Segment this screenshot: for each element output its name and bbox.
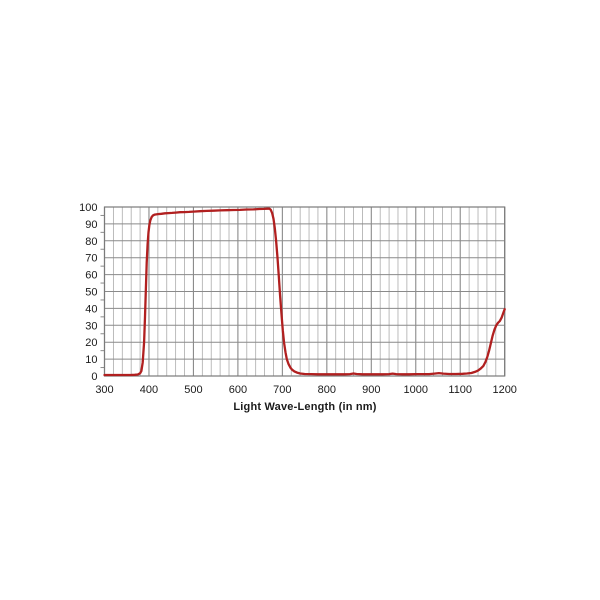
y-tick-label: 10 (85, 354, 97, 366)
y-tick-label: 30 (85, 320, 97, 332)
y-axis-tick-labels: 0 10 20 30 40 50 60 70 80 90 100 (79, 202, 97, 383)
y-tick-label: 100 (79, 202, 97, 214)
x-tick-label: 1100 (448, 384, 472, 396)
y-tick-label: 70 (85, 253, 97, 265)
plot-border-rect (103, 206, 506, 377)
x-tick-label: 500 (184, 384, 202, 396)
y-tick-label: 90 (85, 219, 97, 231)
transmission-curve-line (103, 207, 506, 377)
y-tick-label: 50 (85, 287, 97, 299)
x-tick-label: 900 (362, 384, 380, 396)
plot-border (103, 206, 506, 377)
x-tick-label: 600 (229, 384, 247, 396)
x-tick-label: 1000 (404, 384, 428, 396)
x-tick-label: 1200 (492, 384, 516, 396)
y-tick-label: 40 (85, 303, 97, 315)
y-tick-label: 0 (91, 371, 97, 383)
y-axis-minor-ticks (100, 214, 105, 369)
x-tick-label: 400 (140, 384, 158, 396)
transmission-curve (103, 207, 506, 377)
y-tick-label: 80 (85, 236, 97, 248)
x-axis-tick-labels: 300 400 500 600 700 800 900 1000 1100 1200 (95, 384, 517, 396)
y-tick-label: 60 (85, 270, 97, 282)
x-tick-label: 700 (273, 384, 291, 396)
grid-major-lines (103, 206, 506, 377)
x-tick-label: 800 (318, 384, 336, 396)
x-tick-label: 300 (95, 384, 113, 396)
x-axis-title: Light Wave-Length (in nm) (233, 401, 377, 413)
y-tick-label: 20 (85, 337, 97, 349)
